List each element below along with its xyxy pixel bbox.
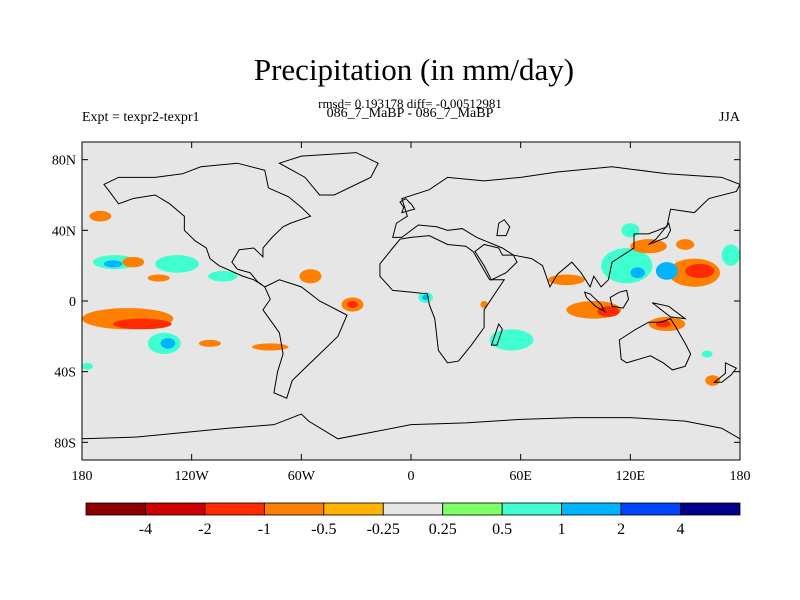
x-tick-label: 0 [408, 469, 415, 484]
anomaly-region [705, 375, 720, 386]
coastline-africa [379, 235, 506, 364]
chart-title: Precipitation (in mm/day) [253, 52, 575, 87]
anomaly-region [548, 274, 585, 286]
anomaly-region [82, 362, 93, 370]
coastline-arabian-peninsula [474, 243, 518, 281]
coastline-eurasia [392, 166, 740, 289]
y-tick-label: 80S [54, 436, 76, 451]
anomaly-region [208, 270, 238, 282]
anomaly-region [630, 239, 667, 254]
colorbar-label: -0.25 [367, 521, 400, 538]
anomaly-region [299, 269, 322, 284]
colorbar-label: 1 [558, 521, 566, 538]
anomaly-region [721, 244, 740, 266]
coastline-antarctica [82, 413, 740, 460]
anomaly-region [147, 274, 170, 282]
colorbar-swatch [501, 502, 563, 516]
colorbar-swatch [382, 502, 444, 516]
anomaly-region [480, 301, 488, 309]
colorbar-label: -2 [198, 521, 211, 538]
colorbar-label: -1 [258, 521, 271, 538]
anomaly-region [160, 338, 176, 349]
chart-subtitle: rmsd= 0.193178 diff= -0.00512981 [318, 96, 502, 111]
anomaly-region [347, 301, 358, 309]
map-background [82, 142, 740, 460]
colorbar-label: 0.25 [429, 521, 457, 538]
y-tick-label: 40S [54, 366, 76, 381]
x-tick-label: 180 [730, 469, 751, 484]
anomaly-region [113, 318, 172, 330]
colorbar-swatch [442, 502, 503, 516]
coastline-greenland [278, 152, 379, 196]
colorbar-swatch [263, 502, 325, 516]
anomaly-region [89, 210, 112, 222]
colorbar-swatch [145, 502, 206, 516]
anomaly-region [676, 239, 695, 250]
coastline-australia [618, 318, 692, 371]
colorbar-label: 4 [677, 521, 685, 538]
coastline-borneo [609, 289, 630, 309]
anomaly-region [251, 343, 289, 351]
y-tick-label: 40N [52, 224, 76, 239]
x-tick-label: 120W [175, 469, 210, 484]
anomaly-region [155, 255, 199, 273]
anomaly-region [122, 256, 145, 268]
chart-center-string: 086_7_MaBP - 086_7_MaBP [326, 106, 494, 121]
anomaly-region [685, 263, 715, 279]
colorbar-swatch [323, 502, 384, 516]
coastline-new-zealand [712, 362, 738, 383]
colorbar-swatch [561, 502, 622, 516]
anomaly-region [701, 350, 713, 358]
y-tick-label: 80N [52, 154, 76, 169]
x-tick-label: 180 [72, 469, 93, 484]
x-tick-label: 60E [509, 469, 532, 484]
coastline-north-america [103, 162, 312, 288]
colorbar-label: -4 [139, 521, 152, 538]
anomaly-region [621, 223, 640, 238]
coastline-new-guinea [651, 302, 687, 320]
coastline-caspian [496, 219, 511, 237]
colorbar-swatch [85, 502, 146, 516]
coastline-madagascar [490, 322, 503, 346]
coastline-uk [399, 197, 416, 214]
coastline-japan [648, 222, 672, 245]
anomaly-region [630, 267, 645, 279]
anomaly-region [597, 306, 620, 317]
colorbar-label: 2 [617, 521, 625, 538]
season-label: JJA [718, 110, 740, 125]
colorbar-swatch [620, 502, 681, 516]
y-tick-label: 0 [69, 295, 76, 310]
x-tick-label: 120E [616, 469, 646, 484]
colorbar-label: 0.5 [492, 521, 512, 538]
coastline-sumatra [583, 291, 606, 313]
coastline-south-america [262, 279, 348, 399]
colorbar-swatch [204, 502, 265, 516]
colorbar-label: -0.5 [311, 521, 336, 538]
anomaly-region [198, 339, 221, 347]
anomaly-region [103, 260, 123, 268]
experiment-label: Expt = texpr2-texpr1 [82, 110, 200, 125]
x-tick-label: 60W [288, 469, 316, 484]
colorbar-swatch [680, 502, 741, 516]
anomaly-region [655, 262, 678, 280]
